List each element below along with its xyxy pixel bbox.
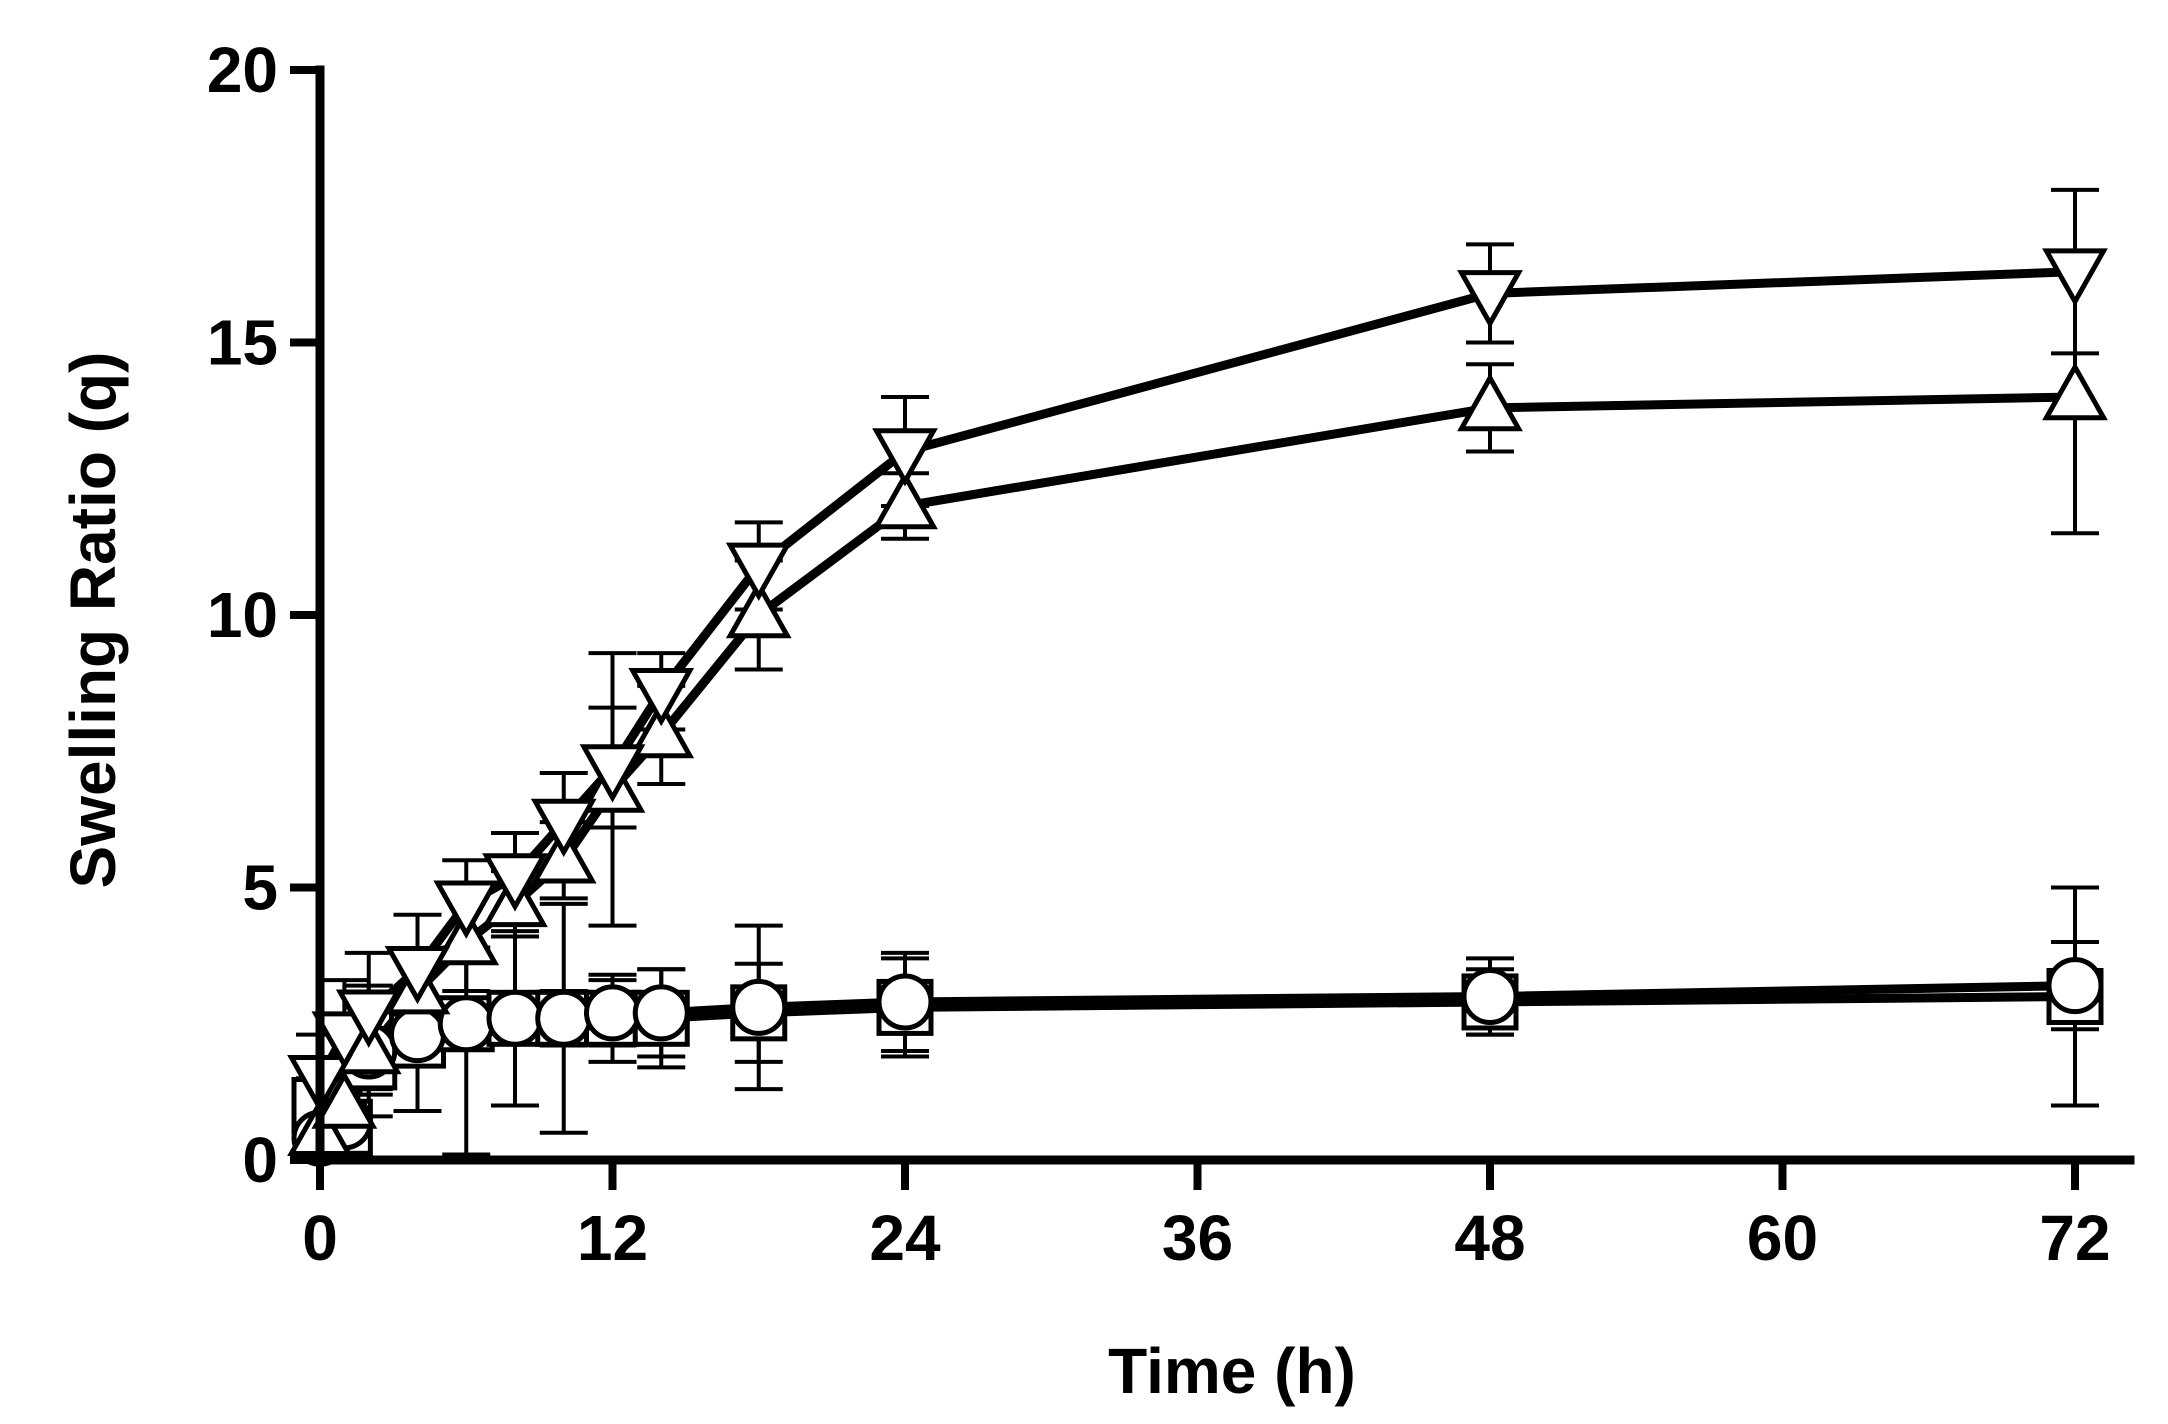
marker-triangle-down bbox=[2042, 248, 2108, 307]
marker-triangle-up bbox=[628, 699, 695, 759]
marker-circle bbox=[389, 1006, 446, 1064]
marker-triangle-down bbox=[872, 428, 938, 487]
data-markers bbox=[287, 248, 2108, 1167]
marker-circle bbox=[1461, 968, 1519, 1025]
x-tick-label: 60 bbox=[1747, 1202, 1818, 1274]
marker-triangle-down bbox=[335, 989, 402, 1048]
x-axis-title: Time (h) bbox=[1108, 1335, 1356, 1407]
marker-circle bbox=[486, 989, 544, 1047]
x-tick-label: 12 bbox=[577, 1202, 648, 1274]
marker-circle bbox=[2046, 957, 2104, 1015]
y-tick-label: 10 bbox=[207, 579, 278, 651]
marker-circle bbox=[876, 973, 934, 1031]
marker-triangle-down bbox=[482, 853, 548, 912]
marker-triangle-down bbox=[579, 744, 646, 803]
marker-circle bbox=[632, 984, 690, 1042]
marker-circle bbox=[584, 984, 641, 1042]
marker-triangle-down bbox=[725, 542, 792, 601]
x-tick-label: 24 bbox=[869, 1202, 941, 1274]
marker-triangle-up bbox=[872, 471, 938, 530]
marker-triangle-up bbox=[311, 1070, 378, 1129]
y-tick-label: 20 bbox=[207, 34, 278, 106]
series-line-triangle-down bbox=[316, 267, 2076, 1081]
axis-ticks: 0 5 10 15 20 0 12 24 36 48 60 72 bbox=[207, 34, 2111, 1274]
marker-triangle-down bbox=[384, 945, 451, 1005]
y-axis-title: Swelling Ratio (q) bbox=[57, 352, 129, 889]
marker-triangle-up bbox=[725, 580, 792, 639]
marker-circle bbox=[437, 995, 495, 1053]
marker-triangle-up bbox=[2042, 362, 2108, 421]
marker-triangle-down bbox=[628, 668, 695, 727]
y-tick-label: 15 bbox=[207, 307, 278, 379]
marker-triangle-down bbox=[530, 798, 597, 858]
x-tick-label: 72 bbox=[2039, 1202, 2110, 1274]
marker-triangle-down bbox=[433, 880, 500, 939]
marker-triangle-down bbox=[1457, 270, 1523, 329]
y-tick-label: 0 bbox=[242, 1124, 278, 1196]
marker-circle bbox=[535, 989, 593, 1047]
marker-circle bbox=[730, 978, 788, 1036]
x-tick-label: 0 bbox=[302, 1202, 338, 1274]
x-tick-label: 48 bbox=[1454, 1202, 1525, 1274]
y-tick-label: 5 bbox=[242, 852, 278, 924]
marker-triangle-up bbox=[1457, 372, 1523, 432]
x-tick-label: 36 bbox=[1162, 1202, 1233, 1274]
